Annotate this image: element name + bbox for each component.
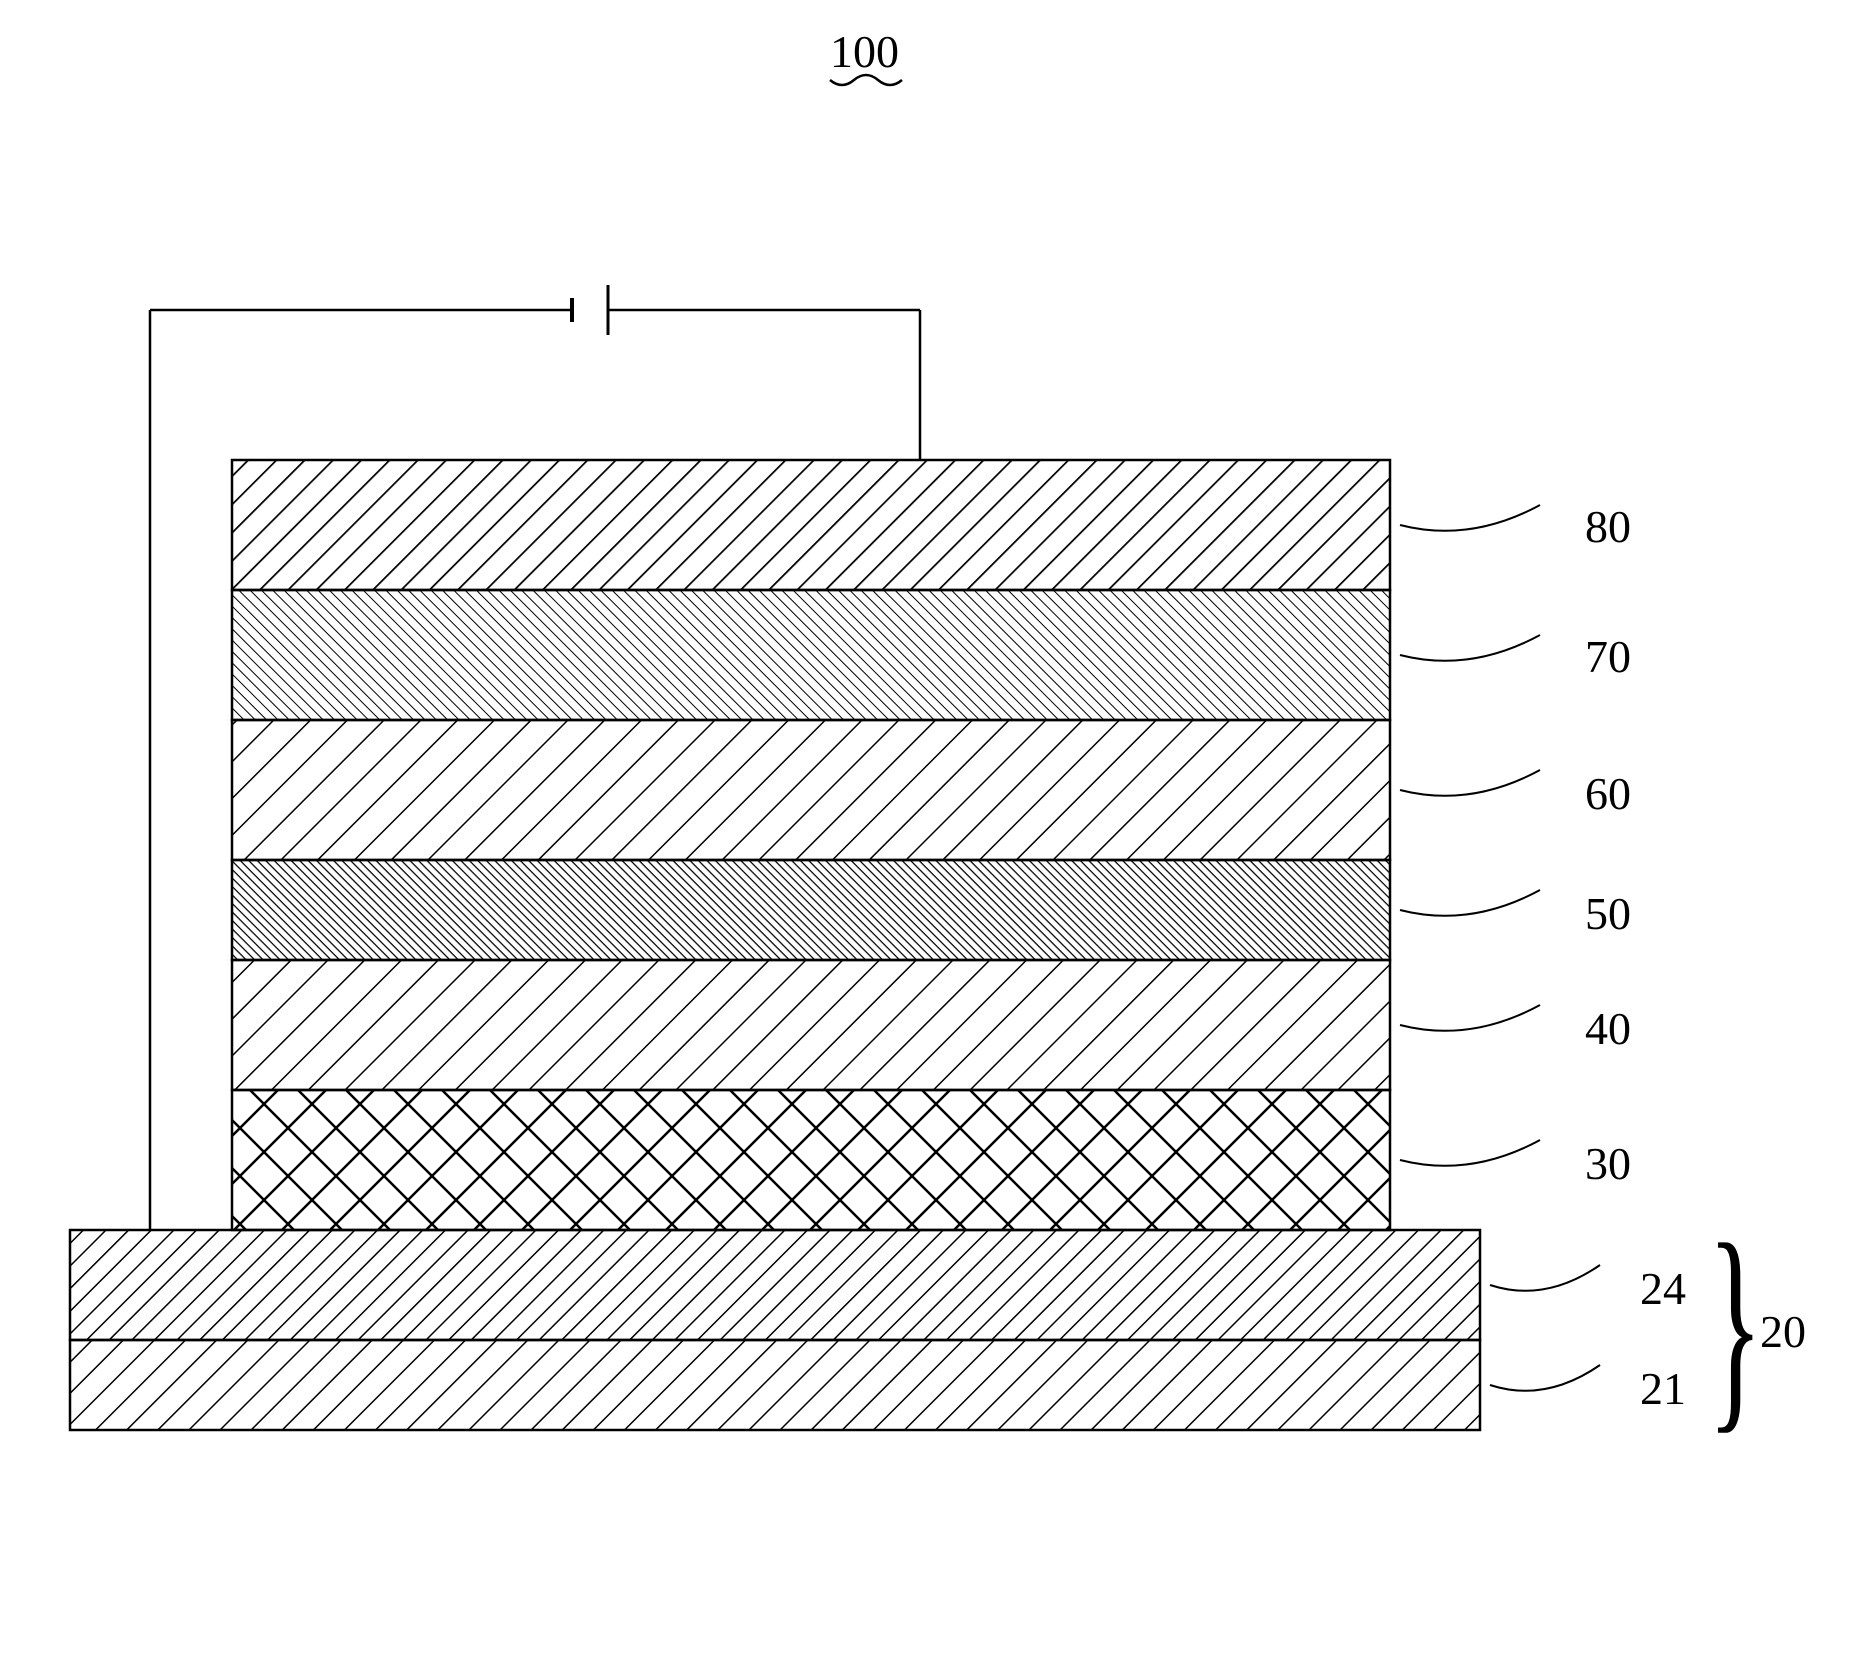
layer-70 — [232, 590, 1390, 720]
leader-80 — [1400, 505, 1540, 531]
layer-80 — [232, 460, 1390, 590]
leader-21 — [1490, 1365, 1600, 1391]
layer-60 — [232, 720, 1390, 860]
label-24: 24 — [1640, 1262, 1686, 1315]
label-60: 60 — [1585, 767, 1631, 820]
label-80: 80 — [1585, 500, 1631, 553]
label-21: 21 — [1640, 1362, 1686, 1415]
diagram-svg — [0, 0, 1867, 1660]
layer-21 — [70, 1340, 1480, 1430]
label-40: 40 — [1585, 1002, 1631, 1055]
layer-50 — [232, 860, 1390, 960]
leader-50 — [1400, 890, 1540, 916]
layer-24 — [70, 1230, 1480, 1340]
leader-24 — [1490, 1265, 1600, 1291]
label-20: 20 — [1760, 1305, 1806, 1358]
layer-30 — [232, 1090, 1390, 1230]
leader-40 — [1400, 1005, 1540, 1031]
leader-60 — [1400, 770, 1540, 796]
label-50: 50 — [1585, 887, 1631, 940]
diagram-container: 100 80 70 60 50 40 30 24 21 20 } — [0, 0, 1867, 1660]
label-30: 30 — [1585, 1137, 1631, 1190]
layer-40 — [232, 960, 1390, 1090]
figure-ref-label: 100 — [830, 25, 899, 78]
leader-70 — [1400, 635, 1540, 661]
leader-30 — [1400, 1140, 1540, 1166]
label-70: 70 — [1585, 630, 1631, 683]
group-brace: } — [1708, 1210, 1763, 1440]
